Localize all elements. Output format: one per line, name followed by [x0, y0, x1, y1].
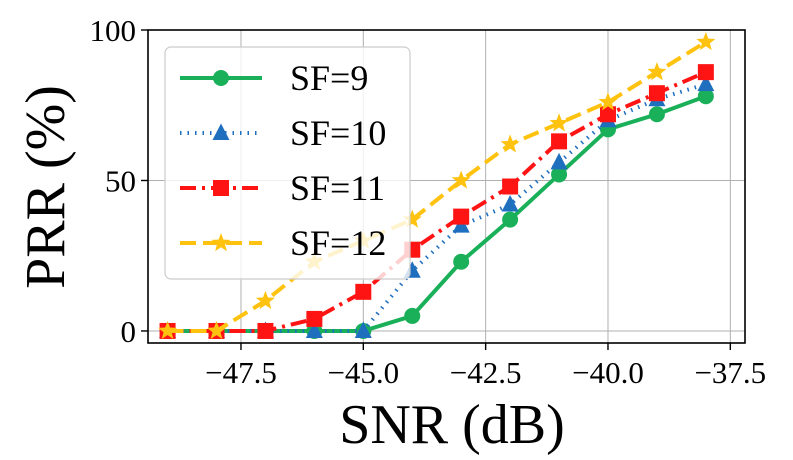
data-point — [697, 88, 714, 105]
legend: SF=9 SF=10 SF=11 SF=12 — [164, 46, 411, 280]
data-point — [402, 209, 422, 228]
legend-label: SF=10 — [290, 113, 386, 153]
data-point — [647, 62, 667, 81]
data-point — [207, 320, 227, 340]
data-point — [551, 166, 568, 183]
data-point — [551, 133, 568, 150]
x-axis-title: SNR (dB) — [339, 394, 565, 456]
x-tick-label: −47.5 — [205, 355, 277, 390]
legend-entry: SF=10 — [180, 113, 386, 153]
legend-marker — [211, 233, 231, 252]
data-point — [306, 310, 323, 327]
data-point — [599, 106, 616, 123]
data-point — [550, 152, 568, 170]
y-axis-title: PRR (%) — [15, 85, 77, 289]
legend-entry: SF=11 — [180, 168, 385, 208]
series-layer — [158, 32, 716, 340]
data-point — [453, 253, 470, 270]
data-point — [404, 307, 421, 324]
x-tick-label: −37.5 — [694, 355, 766, 390]
legend-marker — [213, 70, 229, 86]
x-tick-label: −45.0 — [327, 355, 399, 390]
data-point — [451, 170, 471, 189]
data-point — [648, 106, 665, 123]
legend-entries: SF=9 SF=10 SF=11 SF=12 — [180, 58, 386, 263]
data-point — [453, 208, 470, 225]
data-point — [305, 321, 323, 338]
data-point — [355, 283, 372, 300]
axis-ticks: −47.5 −45.0 −42.5 −40.0 −37.5 0 50 100 — [90, 13, 767, 390]
legend-box — [164, 46, 411, 280]
data-point — [158, 320, 178, 340]
data-point — [502, 178, 519, 195]
data-point — [502, 211, 519, 228]
data-point — [696, 32, 716, 51]
series-line — [167, 40, 707, 333]
data-point — [598, 92, 618, 111]
legend-label: SF=9 — [290, 58, 368, 98]
data-point — [354, 321, 372, 338]
y-tick-label: 0 — [121, 314, 137, 349]
data-point — [501, 195, 519, 212]
data-point — [255, 290, 275, 309]
x-tick-label: −40.0 — [572, 355, 644, 390]
legend-marker — [212, 123, 230, 140]
data-point — [500, 134, 520, 153]
data-point — [697, 74, 715, 92]
data-point — [697, 64, 714, 81]
y-tick-label: 50 — [105, 163, 136, 198]
y-tick-label: 100 — [90, 13, 137, 48]
legend-label: SF=11 — [290, 168, 385, 208]
data-point — [257, 322, 274, 339]
plot-frame — [147, 29, 746, 344]
x-tick-label: −42.5 — [450, 355, 522, 390]
data-point — [648, 85, 665, 102]
data-point — [549, 113, 569, 132]
legend-marker — [213, 180, 229, 196]
legend-entry: SF=9 — [180, 58, 368, 98]
legend-label: SF=12 — [290, 223, 386, 263]
legend-entry: SF=12 — [180, 223, 386, 263]
